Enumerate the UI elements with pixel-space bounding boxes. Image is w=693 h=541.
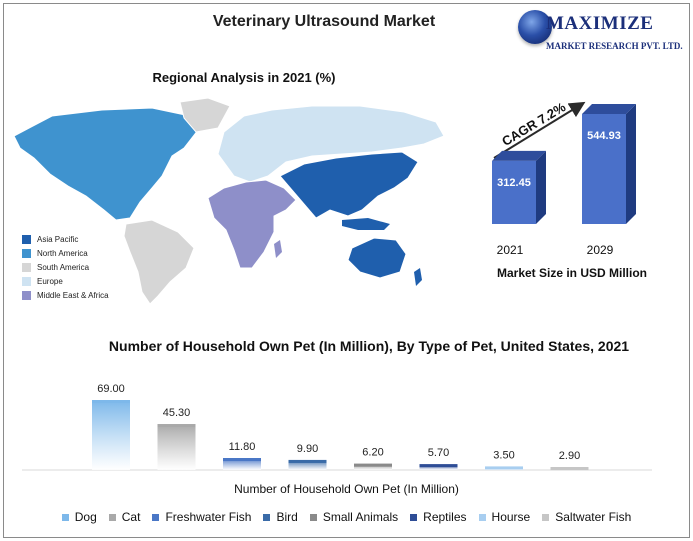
legend-label: Freshwater Fish xyxy=(165,510,252,524)
pet-bar-value: 45.30 xyxy=(163,407,191,419)
world-map xyxy=(13,97,445,305)
pet-bar xyxy=(288,459,327,470)
map-title: Regional Analysis in 2021 (%) xyxy=(152,70,336,85)
legend-swatch xyxy=(22,262,31,272)
legend-swatch xyxy=(22,248,31,258)
legend-label: Middle East & Africa xyxy=(37,290,109,300)
pet-legend-item: Hourse xyxy=(478,510,531,524)
pet-bar-cap xyxy=(419,464,458,468)
map-region-australia xyxy=(347,237,407,279)
map-legend: Asia Pacific North America South America… xyxy=(22,232,109,302)
infographic-frame: Veterinary Ultrasound Market MAXIMIZE MA… xyxy=(3,3,690,538)
pet-household-chart: 69.00 45.30 11.80 9.90 6.20 5.70 3.50 2.90 xyxy=(22,383,652,471)
pet-bar-cap xyxy=(223,458,261,462)
map-region-europe xyxy=(217,105,445,183)
map-legend-item: Europe xyxy=(22,274,109,288)
legend-label: South America xyxy=(37,262,90,272)
cagr-arrow xyxy=(493,101,586,159)
pet-bar-value: 6.20 xyxy=(362,447,383,459)
legend-swatch xyxy=(542,513,550,521)
market-bar-year: 2021 xyxy=(497,243,524,257)
legend-swatch xyxy=(22,290,31,300)
pet-bar-value: 11.80 xyxy=(229,441,256,453)
legend-swatch xyxy=(478,513,486,521)
map-region-south-america xyxy=(123,219,195,305)
pet-bar-cap xyxy=(92,400,130,403)
map-region-middle-east-africa xyxy=(207,179,297,269)
legend-swatch xyxy=(108,513,116,521)
pet-bar xyxy=(92,400,130,470)
map-legend-item: Asia Pacific xyxy=(22,232,109,246)
pet-chart-legend: Dog Cat Freshwater Fish Bird Small Animals Re… xyxy=(4,510,689,524)
legend-label: Cat xyxy=(121,510,141,524)
pet-bar-value: 2.90 xyxy=(559,450,580,462)
legend-swatch xyxy=(152,513,160,521)
pet-bar-cap xyxy=(157,424,196,428)
map-region-indonesia xyxy=(342,218,390,230)
pet-legend-item: Reptiles xyxy=(410,510,467,524)
page-title: Veterinary Ultrasound Market xyxy=(212,13,436,30)
map-region-madagascar xyxy=(274,240,282,258)
pet-bar xyxy=(223,458,261,470)
pet-chart-title: Number of Household Own Pet (In Million)… xyxy=(108,338,630,354)
legend-swatch xyxy=(22,276,31,286)
pet-bar-value: 69.00 xyxy=(97,383,125,395)
pet-legend-item: Bird xyxy=(263,510,298,524)
company-logo: MAXIMIZE MARKET RESEARCH PVT. LTD. xyxy=(514,8,693,56)
map-legend-item: South America xyxy=(22,260,109,274)
market-size-chart: CAGR 7.2% 312.45 2021 544.93 2029 xyxy=(492,99,636,257)
legend-swatch xyxy=(263,513,271,521)
pet-bar-cap xyxy=(550,467,589,471)
market-bar-side xyxy=(626,104,636,224)
market-bar-top xyxy=(492,150,546,161)
market-bar-year: 2029 xyxy=(587,243,614,257)
map-region-greenland xyxy=(179,97,231,133)
legend-swatch xyxy=(61,513,69,521)
pet-legend-item: Saltwater Fish xyxy=(542,510,631,524)
pet-legend-item: Small Animals xyxy=(309,510,399,524)
legend-label: Dog xyxy=(74,510,97,524)
pet-bar-value: 9.90 xyxy=(297,443,318,455)
map-region-new-zealand xyxy=(414,268,422,286)
map-region-asia-pacific xyxy=(279,151,419,219)
legend-label: North America xyxy=(37,248,88,258)
legend-label: Hourse xyxy=(491,510,531,524)
pet-bar-cap xyxy=(485,466,523,470)
legend-label: Small Animals xyxy=(322,510,399,524)
market-bar xyxy=(492,160,536,224)
legend-swatch xyxy=(309,513,317,521)
globe-icon xyxy=(518,10,552,44)
pet-bar-value: 5.70 xyxy=(428,447,449,459)
map-legend-item: Middle East & Africa xyxy=(22,288,109,302)
logo-name: MAXIMIZE xyxy=(546,13,654,34)
legend-label: Europe xyxy=(37,276,63,286)
logo-subtitle: MARKET RESEARCH PVT. LTD. xyxy=(546,41,683,51)
market-bar xyxy=(582,114,626,224)
legend-label: Reptiles xyxy=(423,510,467,524)
pet-chart-xlabel: Number of Household Own Pet (In Million) xyxy=(234,482,459,496)
legend-label: Asia Pacific xyxy=(37,234,79,244)
pet-bar xyxy=(157,424,196,470)
map-legend-item: North America xyxy=(22,246,109,260)
pet-bar-value: 3.50 xyxy=(493,449,514,461)
legend-swatch xyxy=(410,513,418,521)
market-bar-top xyxy=(582,104,636,114)
market-size-xlabel: Market Size in USD Million xyxy=(496,266,648,280)
cagr-label: CAGR 7.2% xyxy=(499,99,568,149)
legend-label: Bird xyxy=(276,510,298,524)
market-bar-value: 312.45 xyxy=(497,177,531,189)
pet-legend-item: Freshwater Fish xyxy=(152,510,251,524)
legend-label: Saltwater Fish xyxy=(555,510,632,524)
pet-legend-item: Dog xyxy=(61,510,97,524)
pet-bar xyxy=(354,463,392,470)
map-region-north-america xyxy=(13,107,199,221)
market-bar-side xyxy=(536,150,546,224)
pet-bar-cap xyxy=(288,459,327,463)
market-bar-value: 544.93 xyxy=(587,130,621,142)
pet-legend-item: Cat xyxy=(108,510,141,524)
pet-bar-cap xyxy=(354,463,392,467)
legend-swatch xyxy=(22,234,31,244)
